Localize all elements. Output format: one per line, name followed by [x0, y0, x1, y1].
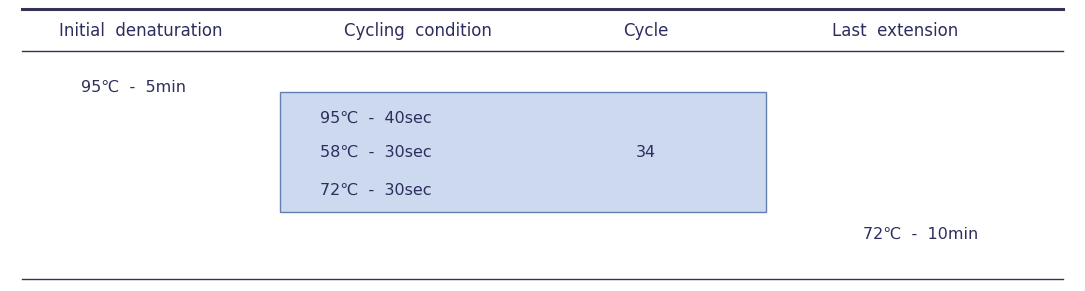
FancyBboxPatch shape	[280, 92, 766, 212]
Text: Last  extension: Last extension	[832, 22, 958, 40]
Text: 58℃  -  30sec: 58℃ - 30sec	[320, 145, 432, 160]
Text: Cycling  condition: Cycling condition	[344, 22, 492, 40]
Text: 95℃  -  5min: 95℃ - 5min	[81, 80, 187, 95]
Text: 34: 34	[636, 145, 655, 160]
Text: 72℃  -  30sec: 72℃ - 30sec	[320, 183, 432, 198]
Text: 95℃  -  40sec: 95℃ - 40sec	[320, 110, 432, 125]
Text: Cycle: Cycle	[623, 22, 668, 40]
Text: Initial  denaturation: Initial denaturation	[60, 22, 222, 40]
Text: 72℃  -  10min: 72℃ - 10min	[863, 227, 978, 242]
